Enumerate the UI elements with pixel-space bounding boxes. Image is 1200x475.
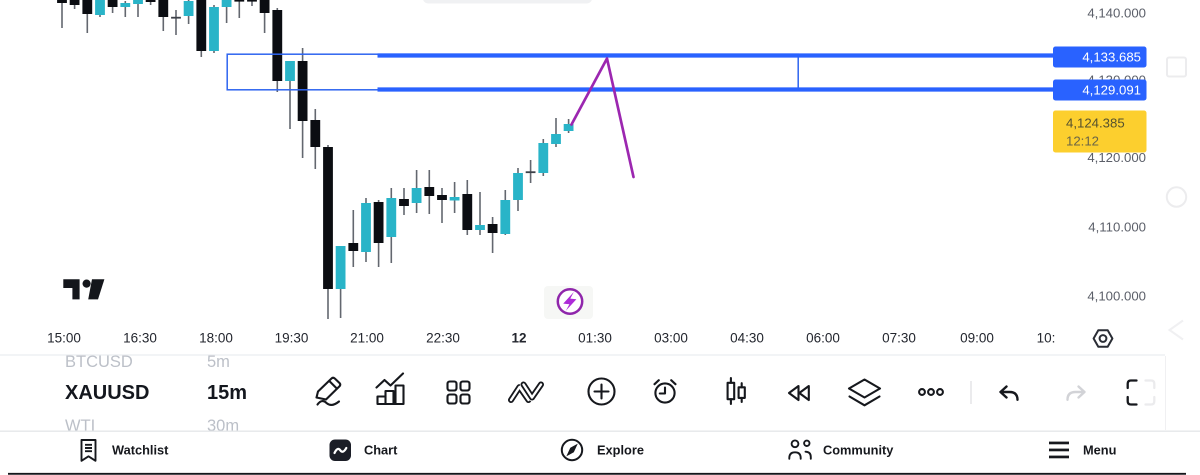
svg-text:16:30: 16:30 [123,331,157,346]
svg-text:03:00: 03:00 [654,331,688,346]
svg-text:5m: 5m [207,353,230,371]
svg-text:06:00: 06:00 [806,331,840,346]
svg-text:WTI: WTI [65,417,95,435]
svg-text:BTCUSD: BTCUSD [65,353,133,371]
svg-text:04:30: 04:30 [730,331,764,346]
svg-text:4,120.000: 4,120.000 [1087,150,1146,165]
svg-text:15m: 15m [207,382,247,404]
svg-text:4,129.091: 4,129.091 [1082,83,1141,98]
svg-text:30m: 30m [207,417,239,435]
svg-text:4,110.000: 4,110.000 [1088,220,1146,235]
svg-text:15:00: 15:00 [47,331,81,346]
svg-text:12: 12 [511,331,526,346]
svg-text:01:30: 01:30 [578,331,612,346]
svg-text:12:12: 12:12 [1066,134,1099,149]
svg-text:Chart: Chart [364,443,398,458]
svg-text:19:30: 19:30 [275,331,309,346]
svg-text:07:30: 07:30 [882,331,916,346]
svg-text:4,140.000: 4,140.000 [1087,6,1146,21]
svg-text:Explore: Explore [597,443,644,458]
svg-text:Menu: Menu [1083,443,1116,458]
svg-text:4,133.685: 4,133.685 [1082,50,1141,65]
svg-text:21:00: 21:00 [350,331,384,346]
svg-text:09:00: 09:00 [960,331,994,346]
svg-text:4,124.385: 4,124.385 [1066,116,1125,131]
svg-text:18:00: 18:00 [199,331,233,346]
svg-text:22:30: 22:30 [426,331,460,346]
svg-text:Watchlist: Watchlist [112,443,169,458]
svg-text:10:: 10: [1037,331,1056,346]
svg-text:XAUUSD: XAUUSD [65,382,149,404]
svg-text:4,100.000: 4,100.000 [1087,289,1146,304]
svg-text:Community: Community [823,443,894,458]
